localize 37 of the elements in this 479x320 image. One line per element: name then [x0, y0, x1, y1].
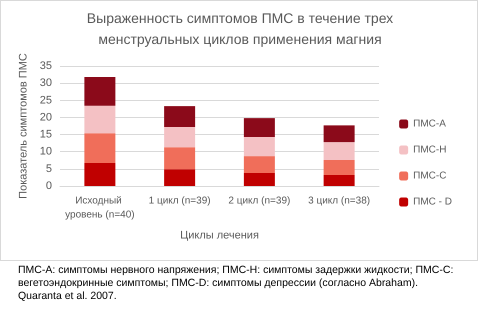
bar: [164, 147, 196, 170]
bar: [84, 106, 116, 134]
y-tick-label: 30: [40, 77, 52, 90]
x-axis-title: Циклы лечения: [180, 230, 259, 242]
legend-label: ПМС-А: [413, 118, 446, 130]
bar: [84, 163, 116, 186]
y-tick-label: 5: [46, 162, 52, 175]
text: Quaranta et al. 2007.: [18, 290, 118, 303]
y-tick-label: 35: [40, 60, 52, 72]
legend-label: ПМС-С: [413, 170, 446, 182]
x-tick-label: 1 цикл (n=39): [148, 196, 211, 206]
bar: [164, 127, 196, 148]
y-tick-label: 10: [40, 146, 52, 158]
y-tick-label: 20: [40, 111, 52, 124]
x-tick-label: Исходный уровень (n=40): [65, 196, 135, 220]
bar: [244, 118, 275, 137]
bar: [84, 133, 116, 164]
x-tick-label: 2 цикл (n=39): [228, 196, 290, 206]
legend-label: ПМС - D: [413, 196, 452, 208]
chart-title: Выраженность симптомов ПМС в течение трех менструальных циклов применения магния: [86, 9, 394, 49]
bar: [244, 156, 275, 173]
legend-label: ПМС-Н: [413, 144, 446, 156]
bar: [324, 175, 355, 186]
bar: [164, 106, 196, 128]
bar: [164, 169, 196, 186]
bar: [244, 136, 275, 156]
bar: [324, 160, 355, 176]
y-tick-label: 15: [40, 128, 52, 141]
bar: [84, 76, 116, 106]
x-tick-label: 3 цикл (n=38): [308, 196, 370, 206]
y-tick-label: 0: [46, 180, 52, 192]
text: ПМС-А: симптомы нервного напряжения; ПМС-Н: симптомы задержки жидкости; ПМС-С: вегетоэндокринные симптомы; ПМС-D: симптомы депрессии (согласно Abraham).: [18, 264, 454, 290]
y-tick-label: 25: [40, 94, 52, 106]
bar: [244, 172, 275, 186]
bar: [324, 125, 355, 142]
y-axis-title: Показатель симптомов ПМС: [17, 53, 30, 199]
bar: [324, 142, 355, 160]
